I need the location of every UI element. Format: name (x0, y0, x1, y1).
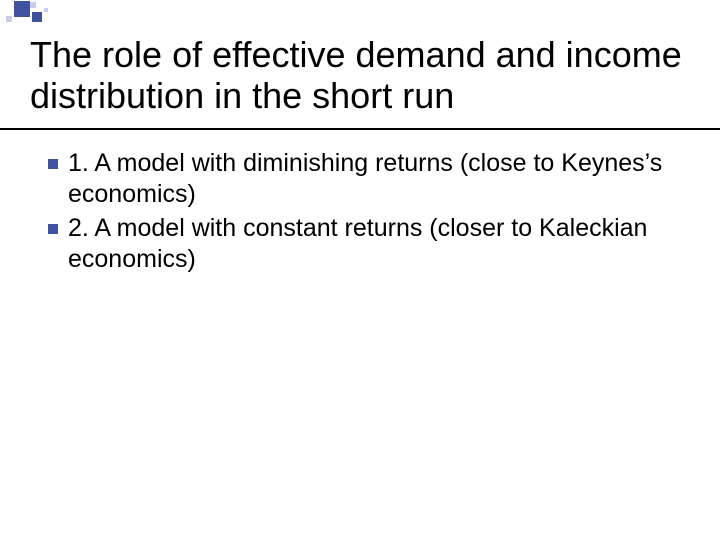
deco-square (32, 12, 42, 22)
slide: The role of effective demand and income … (0, 0, 720, 540)
deco-square-light (30, 2, 36, 8)
slide-title: The role of effective demand and income … (30, 34, 690, 117)
bullet-square-icon (48, 224, 58, 234)
bullet-text: 2. A model with constant returns (closer… (68, 213, 680, 276)
deco-square-light (6, 16, 12, 22)
bullet-text: 1. A model with diminishing returns (clo… (68, 148, 680, 211)
list-item: 2. A model with constant returns (closer… (48, 213, 680, 276)
bullet-square-icon (48, 159, 58, 169)
deco-square (14, 1, 30, 17)
slide-body: 1. A model with diminishing returns (clo… (48, 148, 680, 277)
list-item: 1. A model with diminishing returns (clo… (48, 148, 680, 211)
deco-square-light (44, 8, 48, 12)
corner-decoration (0, 0, 100, 30)
title-divider (0, 128, 720, 130)
